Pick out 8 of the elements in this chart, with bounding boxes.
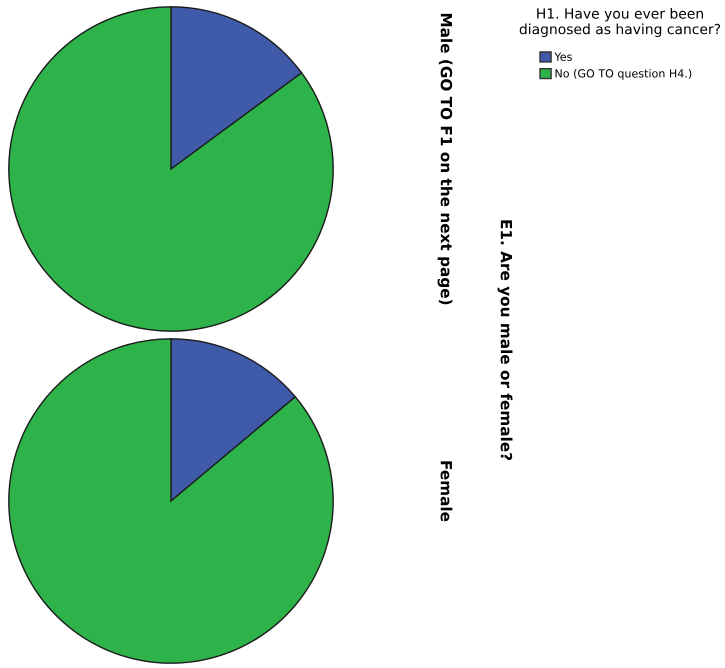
pie-slice (8, 6, 334, 332)
text: Male (GO TO F1 on the next page) (438, 14, 452, 304)
legend-label: No (GO TO question H4.) (556, 68, 692, 80)
text: Female (440, 461, 452, 522)
pie-slice (8, 338, 334, 664)
legend-label: Yes (554, 52, 572, 61)
text: E1. Are you male or female? (498, 220, 512, 460)
legend-title: H1. Have you ever been diagnosed as having cancer? (520, 8, 720, 37)
